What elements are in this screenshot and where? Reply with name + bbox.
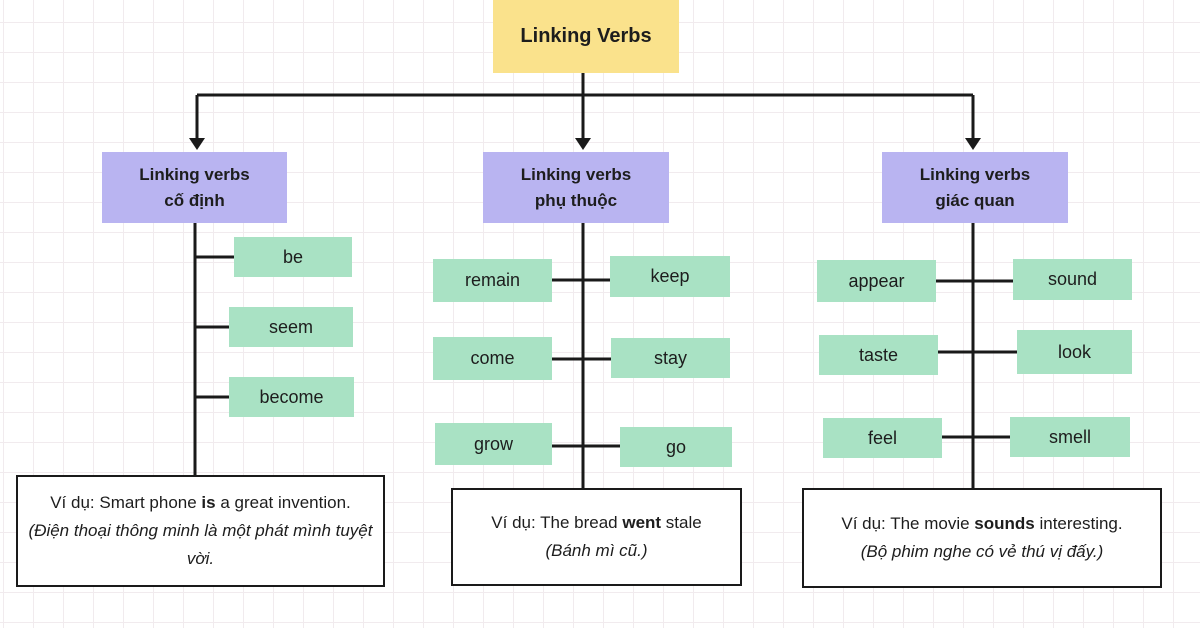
example-sentence: Ví dụ: Smart phone is a great invention. bbox=[50, 489, 351, 517]
root-node-title: Linking Verbs bbox=[493, 0, 679, 73]
example-sentence: Ví dụ: The movie sounds interesting. bbox=[841, 510, 1122, 538]
verb-box-become: become bbox=[229, 377, 354, 417]
verb-box-taste: taste bbox=[819, 335, 938, 375]
example-sentence-verb: sounds bbox=[974, 514, 1035, 533]
verb-box-be: be bbox=[234, 237, 352, 277]
verb-box-go: go bbox=[620, 427, 732, 467]
example-sentence-prefix: Ví dụ: The bread bbox=[491, 513, 623, 532]
verb-box-feel: feel bbox=[823, 418, 942, 458]
example-sentence: Ví dụ: The bread went stale bbox=[491, 509, 701, 537]
verb-box-grow: grow bbox=[435, 423, 552, 465]
verb-box-sound: sound bbox=[1013, 259, 1132, 300]
verb-box-seem: seem bbox=[229, 307, 353, 347]
example-sentence-suffix: stale bbox=[661, 513, 702, 532]
example-box-co-dinh: Ví dụ: Smart phone is a great invention.… bbox=[16, 475, 385, 587]
verb-box-smell: smell bbox=[1010, 417, 1130, 457]
arrow-down-middle bbox=[575, 138, 591, 150]
verb-box-remain: remain bbox=[433, 259, 552, 302]
branch-header-phu-thuoc: Linking verbs phụ thuộc bbox=[483, 152, 669, 223]
verb-box-keep: keep bbox=[610, 256, 730, 297]
branch-header-giac-quan: Linking verbs giác quan bbox=[882, 152, 1068, 223]
example-box-phu-thuoc: Ví dụ: The bread went stale (Bánh mì cũ.… bbox=[451, 488, 742, 586]
arrow-down-right bbox=[965, 138, 981, 150]
example-sentence-verb: is bbox=[201, 493, 216, 512]
example-box-giac-quan: Ví dụ: The movie sounds interesting. (Bộ… bbox=[802, 488, 1162, 588]
example-translation: (Bánh mì cũ.) bbox=[545, 541, 648, 560]
branch-header-co-dinh: Linking verbs cố định bbox=[102, 152, 287, 223]
arrow-down-left bbox=[189, 138, 205, 150]
verb-box-come: come bbox=[433, 337, 552, 380]
verb-box-stay: stay bbox=[611, 338, 730, 378]
example-sentence-suffix: a great invention. bbox=[215, 493, 351, 512]
example-sentence-suffix: interesting. bbox=[1034, 514, 1123, 533]
example-sentence-verb: went bbox=[622, 513, 662, 532]
example-translation: (Bộ phim nghe có vẻ thú vị đấy.) bbox=[860, 542, 1104, 561]
example-sentence-prefix: Ví dụ: Smart phone bbox=[50, 493, 202, 512]
example-sentence-prefix: Ví dụ: The movie bbox=[841, 514, 975, 533]
example-translation: (Điện thoại thông minh là một phát mình … bbox=[28, 521, 373, 568]
verb-box-appear: appear bbox=[817, 260, 936, 302]
verb-box-look: look bbox=[1017, 330, 1132, 374]
